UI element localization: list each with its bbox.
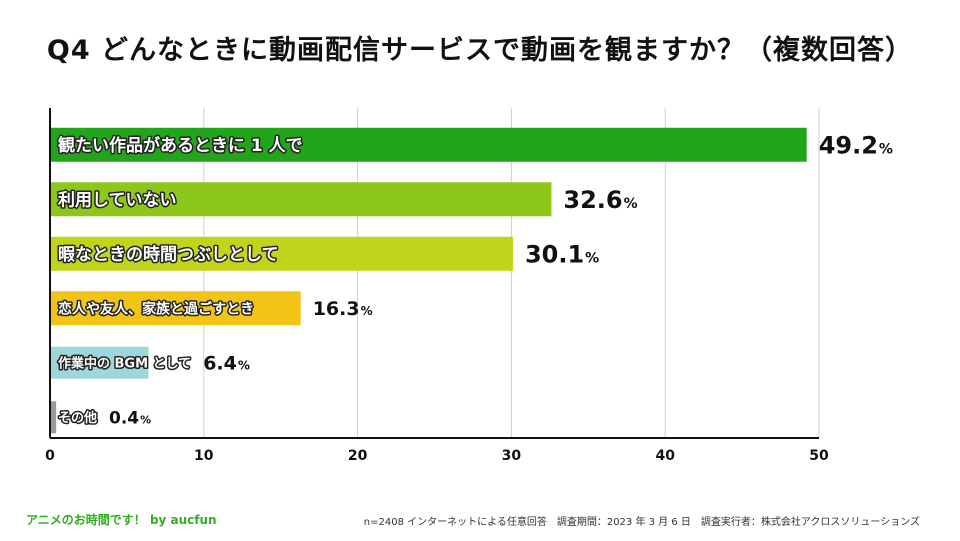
bar xyxy=(50,182,552,217)
bar xyxy=(50,401,57,434)
tick-label: 10 xyxy=(194,448,214,464)
tick-label: 50 xyxy=(809,448,829,464)
bar-label: 作業中の BGM として xyxy=(58,355,191,371)
data-label: 30.1% xyxy=(525,240,599,268)
data-label: 32.6% xyxy=(563,186,637,214)
bar xyxy=(50,127,807,162)
bar-label: その他 xyxy=(58,410,97,426)
data-label: 49.2% xyxy=(819,131,893,159)
data-label: 16.3% xyxy=(313,298,373,320)
bar-label: 恋人や友人、家族と過ごすとき xyxy=(58,300,254,317)
bar xyxy=(50,346,149,379)
tick-label: 40 xyxy=(655,448,675,464)
data-label: 6.4% xyxy=(203,353,250,375)
bar xyxy=(50,291,301,326)
chart-title: Q4 どんなときに動画配信サービスで動画を観ますか？（複数回答） xyxy=(46,35,914,66)
bar-label: 観たい作品があるときに 1 人で xyxy=(58,135,303,156)
data-label: 0.4% xyxy=(109,408,151,428)
tick-label: 20 xyxy=(348,448,368,464)
footer-brand: アニメのお時間です！ by aucfun xyxy=(26,513,217,527)
bar-label: 暇なときの時間つぶしとして xyxy=(58,244,279,265)
tick-label: 0 xyxy=(45,448,55,464)
bar-label: 利用していない xyxy=(58,189,177,210)
bar xyxy=(50,236,513,271)
tick-label: 30 xyxy=(502,448,522,464)
footer-note: n=2408 インターネットによる任意回答 調査期間：2023 年 3 月 6 … xyxy=(363,517,920,528)
